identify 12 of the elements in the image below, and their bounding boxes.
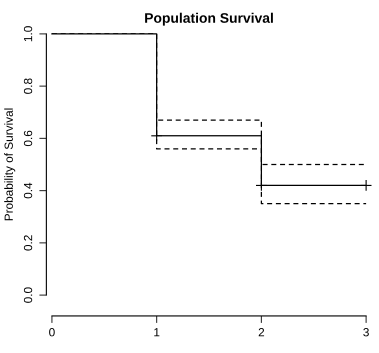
y-tick-label: 1.0: [24, 26, 32, 42]
x-tick-label: 1: [154, 328, 160, 336]
y-tick-label: 0.8: [24, 78, 32, 94]
x-tick-label: 0: [49, 328, 55, 336]
y-tick-label: 0.0: [24, 287, 32, 303]
x-tick-label: 3: [363, 328, 369, 336]
y-axis-title: Probability of Survival: [4, 108, 16, 220]
y-tick-label: 0.4: [24, 182, 32, 198]
x-tick-label: 2: [258, 328, 264, 336]
y-tick-label: 0.2: [24, 235, 32, 251]
y-tick-label: 0.6: [24, 130, 32, 146]
chart-title: Population Survival: [145, 12, 273, 26]
